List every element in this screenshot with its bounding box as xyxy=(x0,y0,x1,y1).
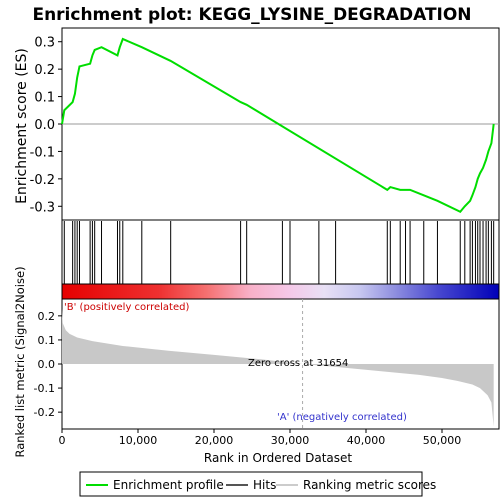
color-bar-gradient xyxy=(61,283,500,300)
hits-panel-frame xyxy=(61,219,500,285)
es-y-tick-label: 0.2 xyxy=(34,63,55,78)
x-tick-label: 40,000 xyxy=(347,434,386,447)
es-y-axis-label: Enrichment score (ES) xyxy=(14,48,30,204)
metric-y-tick-label: -0.2 xyxy=(34,406,55,419)
metric-panel: 'B' (positively correlated) 'A' (negativ… xyxy=(13,266,500,458)
zero-cross-label: Zero cross at 31654 xyxy=(248,358,348,369)
x-tick-label: 20,000 xyxy=(195,434,234,447)
es-y-tick-label: 0.3 xyxy=(34,36,55,51)
enrichment-profile-line xyxy=(61,37,495,214)
es-y-tick-label: -0.2 xyxy=(30,173,55,188)
legend-ranking-metric-label: Ranking metric scores xyxy=(303,478,436,492)
metric-y-tick-label: -0.1 xyxy=(34,382,55,395)
x-tick-label: 0 xyxy=(59,434,66,447)
legend-box xyxy=(79,471,423,497)
legend: Enrichment profile Hits Ranking metric s… xyxy=(79,471,436,497)
positive-correlation-label: 'B' (positively correlated) xyxy=(64,302,189,313)
hit-marks xyxy=(63,221,495,284)
metric-y-tick-label: 0.2 xyxy=(38,310,56,323)
x-tick-label: 10,000 xyxy=(119,434,158,447)
es-y-tick-label: -0.1 xyxy=(30,145,55,160)
es-y-axis: -0.3 -0.2 -0.1 0.0 0.1 0.2 0.3 xyxy=(30,36,62,215)
negative-correlation-label: 'A' (negatively correlated) xyxy=(277,412,407,423)
es-y-tick-label: -0.3 xyxy=(30,200,55,215)
x-tick-label: 30,000 xyxy=(271,434,310,447)
metric-y-axis-label: Ranked list metric (Signal2Noise) xyxy=(13,266,27,457)
hits-panel xyxy=(61,219,500,285)
ranking-metric-area xyxy=(62,308,494,427)
es-panel: -0.3 -0.2 -0.1 0.0 0.1 0.2 0.3 Enrichment scor… xyxy=(14,27,500,221)
legend-hits-label: Hits xyxy=(253,478,276,492)
x-axis-label: Rank in Ordered Dataset xyxy=(204,451,352,465)
metric-y-tick-label: 0.1 xyxy=(38,334,56,347)
x-axis: 0 10,000 20,000 30,000 40,000 50,000 xyxy=(59,429,462,447)
chart-title: Enrichment plot: KEGG_LYSINE_DEGRADATION xyxy=(32,5,471,25)
es-y-tick-label: 0.1 xyxy=(34,91,55,106)
metric-y-tick-label: 0.0 xyxy=(38,358,56,371)
ranking-color-bar xyxy=(61,283,500,300)
es-y-tick-label: 0.0 xyxy=(34,118,55,133)
metric-y-axis: -0.2 -0.1 0.0 0.1 0.2 xyxy=(34,310,62,419)
x-tick-label: 50,000 xyxy=(423,434,462,447)
legend-enrichment-profile-label: Enrichment profile xyxy=(113,478,224,492)
